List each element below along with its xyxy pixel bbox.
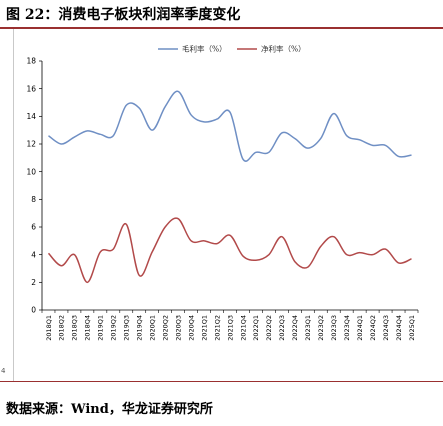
- x-tick-label: 2023Q4: [343, 315, 351, 341]
- x-tick-label: 2022Q3: [278, 315, 286, 341]
- x-tick-label: 2025Q1: [408, 315, 416, 341]
- y-tick-label: 12: [26, 140, 36, 149]
- x-tick-label: 2022Q2: [265, 315, 273, 341]
- y-tick-label: 8: [31, 195, 36, 204]
- y-tick-label: 0: [31, 306, 36, 315]
- x-tick-label: 2024Q2: [369, 315, 377, 341]
- x-tick-label: 2023Q2: [317, 315, 325, 341]
- x-tick-label: 2024Q3: [382, 315, 390, 341]
- x-tick-label: 2021Q2: [213, 315, 221, 341]
- y-tick-label: 6: [31, 223, 36, 232]
- x-tick-label: 2023Q3: [330, 315, 338, 341]
- legend-label: 净利率（%）: [261, 44, 306, 54]
- x-tick-label: 2018Q3: [71, 315, 79, 341]
- bottom-rule: [0, 381, 443, 382]
- y-tick-label: 4: [31, 250, 36, 259]
- x-tick-label: 2022Q4: [291, 315, 299, 341]
- x-tick-label: 2021Q1: [200, 315, 208, 341]
- chart-legend: 毛利率（%） 净利率（%）: [158, 44, 306, 54]
- legend-label: 毛利率（%）: [182, 44, 227, 54]
- y-tick-label: 16: [26, 84, 36, 93]
- series-line-gross-margin: [48, 90, 412, 162]
- series-line-net-margin: [47, 217, 412, 284]
- page-title: 图 22：消费电子板块利润率季度变化: [6, 7, 241, 23]
- x-tick-label: 2020Q2: [161, 315, 169, 341]
- x-tick-label: 2018Q2: [58, 315, 66, 341]
- x-tick-label: 2024Q1: [356, 315, 364, 341]
- x-tick-label: 2019Q1: [97, 315, 105, 341]
- x-tick-label: 2023Q1: [304, 315, 312, 341]
- left-margin-number: 4: [1, 367, 6, 375]
- x-tick-label: 2019Q2: [110, 315, 118, 341]
- x-tick-label: 2019Q4: [136, 315, 144, 341]
- x-tick-label: 2019Q3: [123, 315, 131, 341]
- top-rule: [0, 27, 443, 29]
- x-tick-label: 2020Q3: [174, 315, 182, 341]
- x-tick-label: 2020Q1: [149, 315, 157, 341]
- x-tick-label: 2024Q4: [395, 315, 403, 341]
- x-tick-label: 2018Q4: [84, 315, 92, 341]
- x-tick-label: 2021Q3: [226, 315, 234, 341]
- y-tick-label: 14: [26, 112, 36, 121]
- x-tick-label: 2020Q4: [187, 315, 195, 341]
- chart-series: [47, 90, 412, 284]
- x-tick-label: 2021Q4: [239, 315, 247, 341]
- x-tick-label: 2018Q1: [45, 315, 53, 341]
- y-tick-label: 10: [26, 167, 36, 176]
- source-note: 数据来源：Wind，华龙证券研究所: [6, 402, 213, 417]
- y-tick-label: 2: [31, 278, 36, 287]
- x-tick-label: 2022Q1: [252, 315, 260, 341]
- chart-axes: 0 2 4 6 8 10 12 14 16 18 2018Q1 2018Q2 2018Q3 2018Q4 2…: [26, 57, 419, 341]
- y-tick-label: 18: [26, 57, 36, 66]
- left-rule: [13, 29, 14, 381]
